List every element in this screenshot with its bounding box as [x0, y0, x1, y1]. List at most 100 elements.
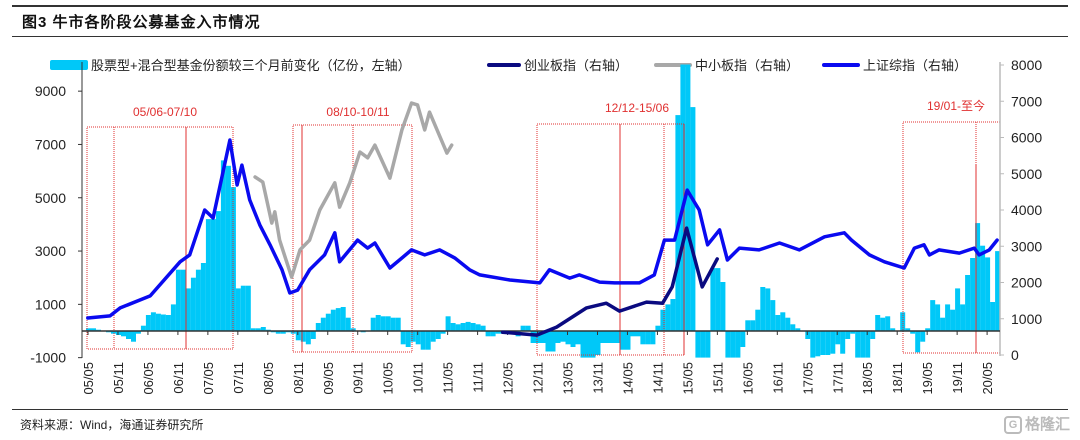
bar: [440, 331, 446, 334]
bar: [985, 257, 991, 331]
bar: [980, 245, 986, 331]
bar: [475, 324, 481, 331]
bar: [940, 317, 946, 331]
bar: [825, 331, 831, 355]
bar: [450, 323, 456, 331]
shcomp-line: [86, 138, 999, 320]
left-tick-label: -1000: [30, 350, 66, 366]
bar: [725, 331, 731, 358]
bar: [770, 300, 776, 331]
bar: [950, 309, 956, 331]
bar: [845, 331, 851, 339]
bar: [380, 316, 386, 331]
legend-item-sme: 中小板指（右轴）: [654, 55, 799, 74]
bar: [235, 288, 241, 331]
x-tick-label: 19/05: [920, 362, 935, 395]
bar: [185, 288, 191, 331]
bar: [420, 331, 426, 350]
x-tick-label: 05/05: [81, 362, 96, 395]
title-rule: [12, 36, 1068, 37]
x-tick-label: 05/11: [111, 362, 126, 394]
x-tick-label: 19/11: [950, 362, 965, 394]
bar: [860, 331, 866, 358]
bar: [131, 331, 136, 342]
bar: [410, 331, 416, 342]
watermark-logo: G 格隆汇: [1003, 413, 1070, 435]
bar: [855, 331, 861, 358]
x-tick-label: 07/11: [231, 362, 246, 394]
bar: [116, 331, 121, 335]
bar: [210, 219, 216, 331]
bar: [640, 331, 646, 345]
bar: [920, 331, 926, 342]
x-tick-label: 18/05: [860, 362, 875, 395]
bar: [630, 331, 636, 337]
bar: [225, 165, 231, 331]
bar: [135, 331, 141, 334]
bar: [490, 331, 496, 337]
bar: [345, 317, 351, 331]
bar: [775, 315, 781, 331]
left-tick-label: 5000: [35, 190, 66, 206]
bar: [830, 331, 836, 354]
sme-line: [253, 101, 454, 279]
bar: [795, 328, 801, 331]
bar: [720, 282, 726, 331]
period-label: 19/01-至今: [927, 98, 985, 113]
bar: [840, 331, 846, 354]
bar: [665, 304, 671, 331]
left-axis-ticks: 9000 7000 5000 3000 1000 -1000: [30, 83, 82, 366]
bar: [680, 64, 686, 331]
period-label: 08/10-10/11: [326, 105, 389, 119]
bar: [545, 331, 551, 352]
bottom-rule: [12, 409, 1068, 410]
bar: [820, 331, 826, 355]
bar: [430, 331, 436, 342]
bar: [250, 328, 256, 331]
bar: [325, 313, 331, 331]
bar: [870, 331, 876, 339]
bar: [86, 328, 91, 331]
bar: [180, 269, 186, 331]
bar: [126, 331, 131, 339]
bar: [945, 304, 951, 331]
bar: [670, 299, 676, 331]
bar: [645, 331, 651, 345]
left-tick-label: 1000: [35, 296, 66, 312]
bar: [111, 331, 116, 334]
bar: [865, 331, 871, 358]
bar: [695, 331, 701, 358]
period-box-4: 19/01-至今: [902, 98, 1001, 354]
x-tick-label: 07/05: [201, 362, 216, 395]
bar: [485, 331, 491, 337]
bar: [815, 331, 821, 357]
legend-line-swatch: [654, 62, 692, 67]
bar: [375, 315, 381, 331]
watermark-text: 格隆汇: [1024, 416, 1070, 433]
left-tick-label: 7000: [35, 136, 66, 152]
bar: [405, 331, 411, 347]
x-tick-label: 13/05: [561, 362, 576, 395]
bar: [535, 331, 541, 343]
bar: [205, 219, 211, 331]
bar: [805, 331, 811, 339]
bar: [305, 331, 311, 345]
right-tick-label: 6000: [1011, 130, 1042, 146]
x-tick-label: 20/05: [980, 362, 995, 395]
bar: [960, 304, 966, 331]
bar: [780, 312, 786, 331]
bar: [850, 331, 856, 334]
bar: [660, 309, 666, 331]
x-tick-label: 09/05: [321, 362, 336, 395]
bar: [655, 325, 661, 331]
bar: [915, 331, 921, 353]
bar: [750, 320, 756, 331]
right-tick-label: 1000: [1011, 311, 1042, 327]
bar: [445, 316, 451, 331]
bar: [935, 304, 941, 331]
x-tick-label: 15/11: [710, 362, 725, 394]
legend-item-chinext: 创业板指（右轴）: [487, 55, 628, 74]
bar: [315, 323, 321, 331]
bar: [255, 328, 261, 331]
